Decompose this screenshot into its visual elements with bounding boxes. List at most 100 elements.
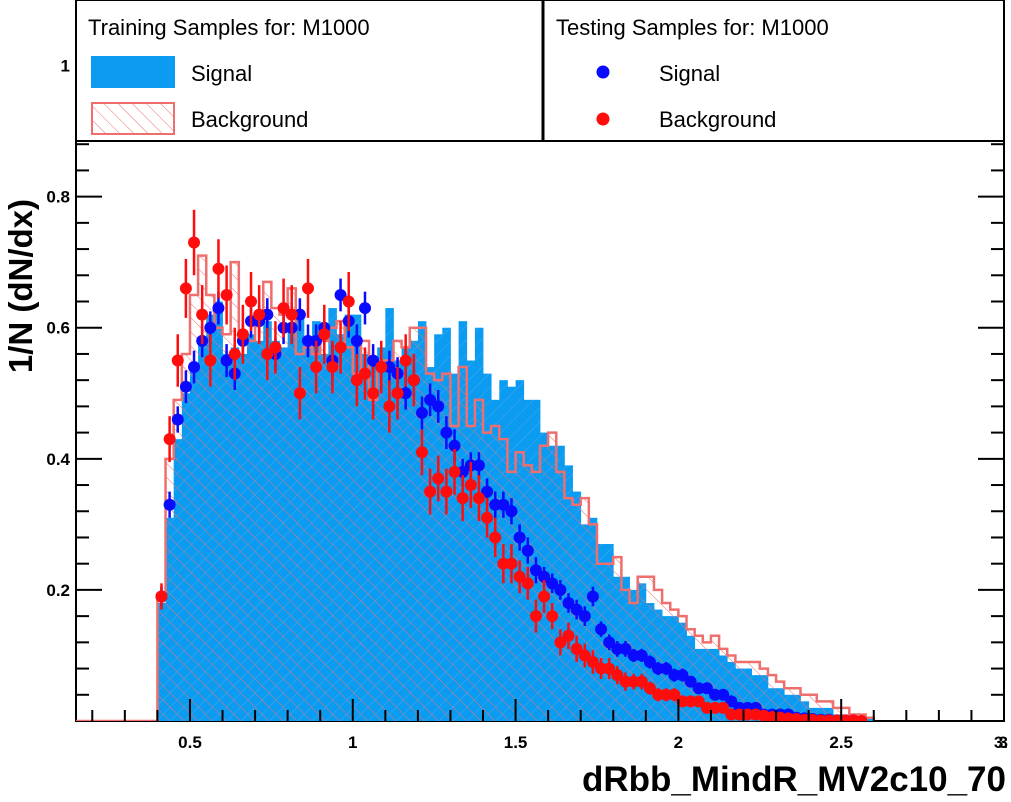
background-test-point [358, 367, 371, 380]
signal-test-point [635, 649, 648, 662]
background-test-point [538, 590, 551, 603]
background-test-point [513, 570, 526, 583]
signal-test-point [358, 302, 371, 315]
background-test-point [220, 288, 233, 301]
background-test-point [464, 479, 477, 492]
y-tick-label: 0.4 [46, 450, 70, 469]
signal-test-point [717, 688, 730, 701]
background-test-point [350, 374, 363, 387]
legend-training-signal-swatch [91, 56, 175, 88]
background-test-point [521, 577, 534, 590]
signal-test-point [676, 669, 689, 682]
background-hist-outline [76, 254, 876, 721]
background-test-point [302, 282, 314, 295]
x-tick-label: 1 [348, 733, 357, 752]
background-test-point [399, 354, 412, 367]
legend-testing-signal-label: Signal [659, 61, 720, 86]
background-test-point [529, 610, 542, 623]
signal-test-point [546, 577, 559, 590]
background-test-point [481, 511, 494, 524]
background-test-point [171, 354, 184, 367]
signal-test-point [684, 675, 697, 688]
signal-test-point [497, 498, 510, 511]
background-test-point [326, 361, 339, 374]
background-test-point [456, 492, 469, 505]
background-test-point [554, 636, 567, 649]
y-tick-label: 0.2 [46, 581, 70, 600]
signal-test-point [603, 636, 616, 649]
background-test-point [546, 610, 559, 623]
signal-test-point [513, 531, 526, 544]
legend-training-background-swatch [91, 102, 175, 135]
signal-test-point [220, 354, 233, 367]
x-tick-label: 2.5 [829, 733, 853, 752]
x-tick-label: 0.5 [178, 733, 202, 752]
signal-test-point [424, 393, 437, 406]
background-test-point [391, 387, 404, 400]
signal-test-point [505, 505, 518, 518]
x-tick-label: 1.5 [504, 733, 528, 752]
background-test-point [383, 400, 396, 413]
signal-test-point [163, 498, 176, 511]
legend-testing-title: Testing Samples for: M1000 [556, 15, 829, 40]
background-test-point [212, 262, 225, 275]
signal-test-point [660, 662, 673, 675]
background-test-point [342, 295, 355, 308]
signal-test-point [481, 485, 494, 498]
background-test-point [375, 361, 388, 374]
signal-test-point [204, 321, 217, 334]
background-test-point [228, 347, 241, 360]
background-test-point [293, 387, 306, 400]
background-test-point [285, 308, 298, 321]
background-test-point [196, 308, 209, 321]
signal-test-point [472, 459, 485, 472]
legend-testing-background-marker [596, 112, 610, 126]
signal-test-point [432, 400, 445, 413]
signal-test-point [171, 413, 184, 426]
background-test-point [318, 328, 331, 341]
background-test-point [407, 374, 420, 387]
y-tick-label: 1 [61, 57, 70, 76]
x-tick-label: 3. [994, 733, 1008, 752]
legend-training-title: Training Samples for: M1000 [88, 15, 370, 40]
signal-test-point [586, 590, 599, 603]
background-test-point [277, 302, 290, 315]
signal-test-point [725, 695, 738, 708]
legend-training-signal-label: Signal [191, 61, 252, 86]
signal-test-point [334, 288, 347, 301]
signal-test-point [570, 603, 583, 616]
background-test-point [179, 282, 192, 295]
background-test-point [489, 531, 502, 544]
background-test-point [855, 715, 868, 721]
background-test-point [424, 485, 437, 498]
background-test-point [188, 236, 201, 249]
signal-test-point [448, 439, 461, 452]
legend-training-background-label: Background [191, 107, 308, 132]
y-tick-label: 0.8 [46, 188, 70, 207]
legend-box [75, 0, 1005, 142]
signal-test-point [578, 610, 591, 623]
background-test-point [448, 465, 461, 478]
x-axis-title: dRbb_MindR_MV2c10_70 [582, 760, 1006, 799]
background-test-point [310, 361, 323, 374]
background-test-point [643, 682, 656, 695]
signal-test-point [440, 426, 453, 439]
background-test-point [163, 433, 176, 446]
background-test-point [717, 701, 730, 714]
legend-testing-signal-marker [596, 65, 610, 79]
background-test-point [415, 446, 428, 459]
signal-test-point [415, 406, 428, 419]
signal-test-point [367, 354, 380, 367]
background-test-point [692, 695, 705, 708]
background-test-point [236, 328, 249, 341]
background-test-point [334, 341, 347, 354]
signal-test-point [179, 380, 192, 393]
background-test-point [432, 472, 445, 485]
points-layer [155, 209, 868, 721]
signal-test-point [554, 583, 567, 596]
background-test-point [635, 675, 648, 688]
background-test-point [367, 387, 380, 400]
background-test-point [253, 308, 266, 321]
x-tick-label: 2 [674, 733, 683, 752]
